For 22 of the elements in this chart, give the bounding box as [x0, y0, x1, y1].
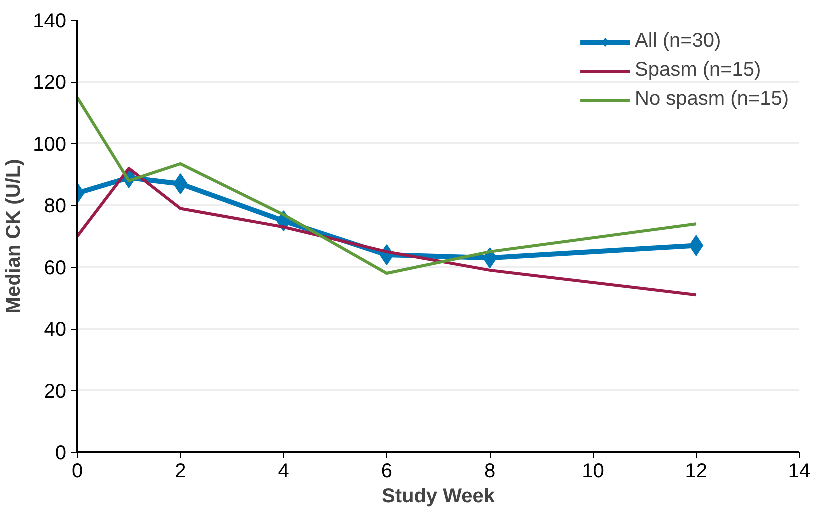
legend-label: Spasm (n=15): [635, 59, 762, 82]
x-tick-label: 14: [788, 460, 811, 482]
line-series: [78, 167, 698, 297]
y-tick-label: 120: [33, 72, 67, 94]
x-tick-label: 4: [278, 460, 290, 482]
y-tick-label: 140: [33, 10, 67, 32]
y-tick-label: 60: [44, 257, 67, 280]
y-tick-label: 100: [33, 134, 67, 156]
y-tick-label: 20: [44, 380, 67, 403]
x-tick-label: 2: [175, 460, 186, 482]
x-tick-label: 10: [582, 460, 604, 482]
x-tick-label: 6: [381, 460, 392, 482]
x-axis-title: Study Week: [382, 486, 496, 508]
x-tick-label: 12: [685, 460, 708, 482]
x-tick-label: 0: [72, 460, 84, 482]
legend-label: All (n=30): [635, 30, 722, 53]
legend-label: No spasm (n=15): [635, 88, 789, 111]
y-axis-title: Median CK (U/L): [3, 159, 26, 314]
x-tick-label: 8: [484, 460, 496, 482]
y-tick-label: 80: [44, 196, 67, 218]
y-tick-label: 0: [55, 442, 66, 464]
y-tick-label: 40: [44, 319, 67, 342]
